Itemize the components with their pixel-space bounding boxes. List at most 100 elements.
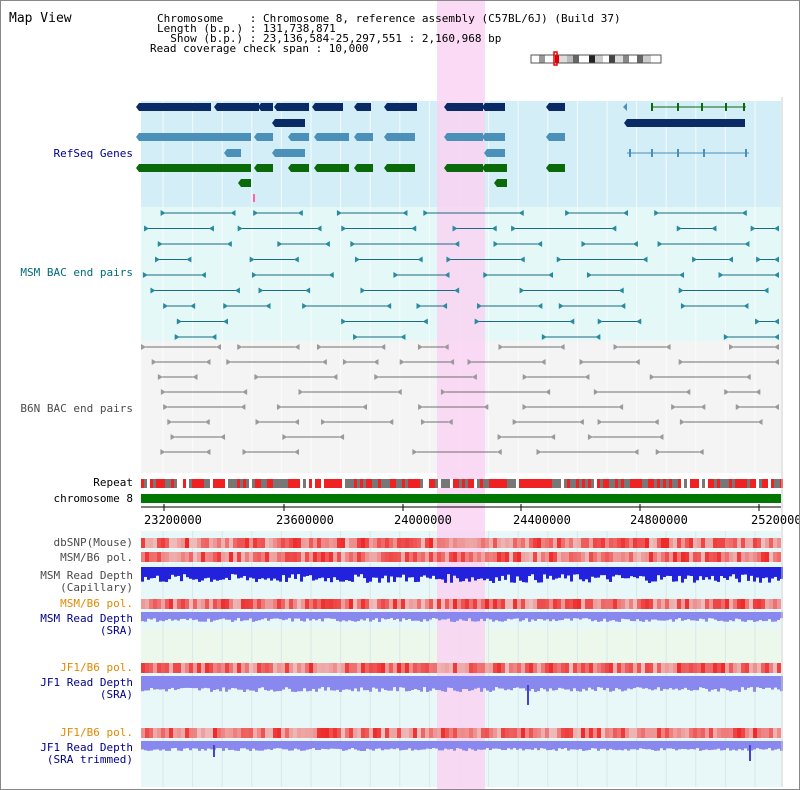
- polymorphism-cell: [649, 663, 653, 673]
- read-depth-bar: [570, 741, 573, 750]
- polymorphism-cell: [341, 599, 345, 609]
- read-depth-bar: [774, 676, 777, 688]
- read-depth-bar: [387, 741, 390, 750]
- polymorphism-cell: [589, 728, 593, 738]
- gene-arrow: [384, 103, 387, 111]
- track-label-jf1-depth-sra[interactable]: JF1 Read Depth: [40, 676, 133, 689]
- polymorphism-cell: [181, 663, 185, 673]
- read-depth-bar: [720, 567, 723, 577]
- repeat-segment: [393, 479, 396, 488]
- polymorphism-cell: [765, 538, 769, 548]
- read-depth-bar: [753, 612, 756, 622]
- track-label-jf1-b6-pol-1[interactable]: JF1/B6 pol.: [60, 661, 133, 674]
- polymorphism-cell: [677, 663, 681, 673]
- polymorphism-cell: [325, 728, 329, 738]
- bac-end-marker: [774, 272, 779, 278]
- repeat-segment: [732, 479, 735, 488]
- bac-end-marker: [417, 344, 423, 350]
- track-label-refseq-genes[interactable]: RefSeq Genes: [53, 147, 133, 160]
- polymorphism-cell: [413, 728, 417, 738]
- read-depth-bar: [291, 612, 294, 622]
- bac-end-marker: [399, 359, 405, 365]
- read-depth-bar: [156, 612, 159, 622]
- read-depth-bar: [330, 676, 333, 691]
- read-depth-bar: [234, 741, 237, 751]
- track-label-dbsnp[interactable]: dbSNP(Mouse): [53, 536, 133, 549]
- track-label-msm-bac[interactable]: MSM BAC end pairs: [20, 266, 133, 279]
- polymorphism-cell: [525, 663, 529, 673]
- polymorphism-cell: [241, 663, 245, 673]
- repeat-segment: [531, 479, 534, 488]
- polymorphism-cell: [457, 538, 461, 548]
- read-depth-bar: [666, 612, 669, 621]
- read-depth-bar: [777, 567, 780, 581]
- track-label-jf1-b6-pol-2[interactable]: JF1/B6 pol.: [60, 726, 133, 739]
- repeat-segment: [291, 479, 294, 488]
- polymorphism-cell: [273, 599, 277, 609]
- polymorphism-cell: [193, 728, 197, 738]
- polymorphism-cell: [597, 552, 601, 562]
- read-depth-bar: [687, 612, 690, 620]
- read-depth-bar: [192, 741, 195, 749]
- polymorphism-cell: [429, 663, 433, 673]
- repeat-segment: [168, 479, 171, 488]
- bac-end-marker: [234, 287, 240, 294]
- polymorphism-cell: [205, 599, 209, 609]
- read-depth-bar: [477, 741, 480, 750]
- polymorphism-cell: [605, 728, 609, 738]
- ideogram-band: [559, 55, 567, 63]
- read-depth-bar: [510, 567, 513, 583]
- polymorphism-cell: [433, 728, 437, 738]
- polymorphism-cell: [281, 552, 285, 562]
- bac-end-marker: [454, 241, 460, 247]
- repeat-segment: [243, 479, 246, 488]
- gene-block: [139, 133, 251, 141]
- bac-end-marker: [393, 272, 399, 278]
- track-label-b6n-bac[interactable]: B6N BAC end pairs: [20, 402, 133, 415]
- polymorphism-cell: [525, 552, 529, 562]
- read-depth-bar: [252, 612, 255, 622]
- read-depth-bar: [504, 676, 507, 691]
- bac-end-marker: [220, 434, 226, 440]
- bac-end-marker: [380, 344, 386, 350]
- read-depth-bar: [576, 676, 579, 692]
- track-label-msm-depth-sra[interactable]: MSM Read Depth: [40, 612, 133, 625]
- bac-end-marker: [144, 225, 150, 232]
- repeat-segment: [762, 479, 765, 488]
- track-label-chromosome[interactable]: chromosome 8: [53, 492, 133, 505]
- polymorphism-cell: [509, 663, 513, 673]
- polymorphism-cell: [265, 538, 269, 548]
- read-depth-bar: [159, 676, 162, 690]
- track-label-msm-depth-capillary[interactable]: MSM Read Depth: [40, 569, 133, 582]
- track-label-msm-b6-pol-1[interactable]: MSM/B6 pol.: [60, 551, 133, 564]
- read-depth-bar: [249, 612, 252, 619]
- read-depth-bar: [333, 741, 336, 749]
- repeat-segment: [429, 479, 432, 488]
- polymorphism-cell: [737, 663, 741, 673]
- track-label-repeat[interactable]: Repeat: [93, 476, 133, 489]
- read-depth-bar: [171, 612, 174, 621]
- gene-block: [485, 133, 505, 141]
- bac-end-marker: [411, 225, 417, 232]
- polymorphism-cell: [213, 538, 217, 548]
- polymorphism-cell: [633, 599, 637, 609]
- track-label-jf1-depth-trimmed[interactable]: JF1 Read Depth: [40, 741, 133, 754]
- polymorphism-cell: [661, 599, 665, 609]
- read-depth-bar: [576, 567, 579, 575]
- repeat-segment: [639, 479, 642, 488]
- polymorphism-cell: [273, 728, 277, 738]
- polymorphism-cell: [765, 728, 769, 738]
- repeat-segment: [498, 479, 501, 488]
- polymorphism-cell: [405, 538, 409, 548]
- polymorphism-cell: [609, 728, 613, 738]
- polymorphism-cell: [725, 538, 729, 548]
- polymorphism-cell: [689, 552, 693, 562]
- polymorphism-cell: [609, 552, 613, 562]
- read-depth-bar: [660, 676, 663, 691]
- polymorphism-cell: [765, 552, 769, 562]
- track-label-msm-b6-pol-2[interactable]: MSM/B6 pol.: [60, 597, 133, 610]
- bac-end-marker: [558, 303, 564, 309]
- repeat-segment: [204, 479, 207, 488]
- read-depth-bar: [372, 741, 375, 751]
